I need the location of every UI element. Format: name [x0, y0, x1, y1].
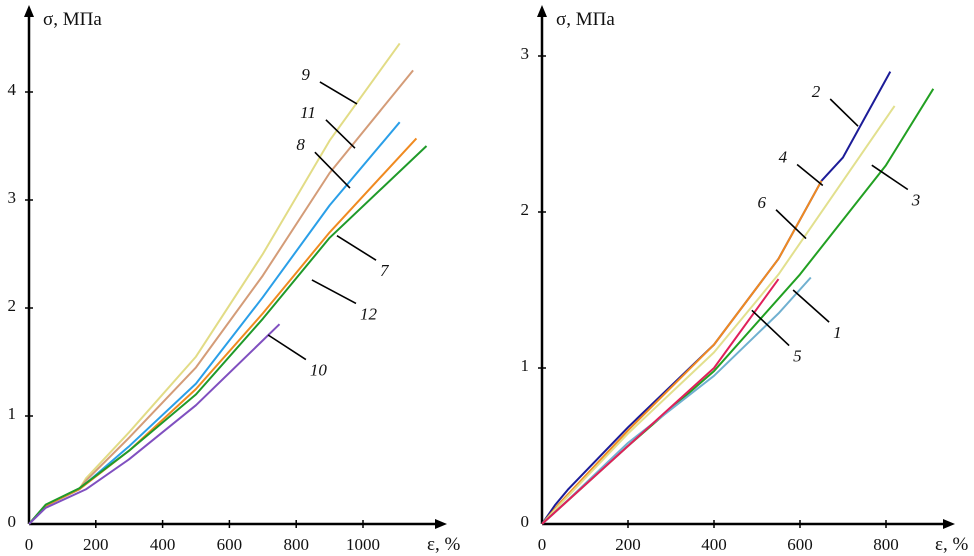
- panel-1-leader-line-9: [319, 81, 358, 105]
- panel-1-y-tick-label: 1: [8, 404, 17, 423]
- panel-1-series-label-12: 12: [360, 304, 378, 323]
- panel-2-series-line-2: [541, 71, 892, 525]
- panel-2-series-label-6: 6: [758, 193, 767, 212]
- panel-2-y-tick-label: 2: [521, 200, 530, 219]
- panel-2-leader-line-2: [829, 98, 859, 127]
- panel-1-series-label-7: 7: [380, 261, 390, 280]
- panel-2-y-tick-label: 1: [521, 356, 530, 375]
- panel-1-series-label-10: 10: [310, 361, 328, 380]
- panel-1-x-tick-label: 600: [217, 535, 243, 554]
- panel-2-series-label-1: 1: [833, 323, 842, 342]
- panel-1-x-axis-arrow: [435, 519, 447, 529]
- panel-2-x-tick-label: 800: [873, 535, 899, 554]
- panel-1-x-tick-label: 800: [283, 535, 309, 554]
- panel-2-y-tick-label: 0: [521, 512, 530, 531]
- panel-2-leader-line-1: [792, 289, 830, 323]
- panel-1-y-tick-label: 4: [8, 80, 17, 99]
- panel-1-series-line-9: [28, 42, 401, 525]
- panel-1-series-label-8: 8: [296, 135, 305, 154]
- panel-2-series-line-6: [541, 105, 896, 525]
- panel-1-y-axis-arrow: [24, 5, 34, 17]
- panel-1-y-axis-label: σ, МПа: [43, 9, 102, 30]
- panel-2-series-label-4: 4: [779, 148, 788, 167]
- panel-1-leader-line-12: [311, 279, 357, 305]
- panel-2-x-tick-label: 200: [615, 535, 641, 554]
- panel-1-x-tick-label: 1000: [346, 535, 380, 554]
- panel-1-leader-line-8: [314, 151, 351, 189]
- panel-2-series-label-2: 2: [812, 82, 821, 101]
- panel-2-leader-line-5: [751, 309, 790, 347]
- panel-1-x-axis-label: ε, %: [427, 534, 460, 555]
- panel-1-series-line-11: [28, 69, 414, 525]
- panel-1-leader-line-11: [325, 119, 356, 149]
- panel-2-y-tick-label: 3: [521, 44, 530, 63]
- panel-1-y-tick-label: 2: [8, 296, 17, 315]
- panel-2-y-axis-label: σ, МПа: [556, 9, 615, 30]
- panel-1-leader-line-7: [336, 234, 377, 261]
- panel-1-series-label-9: 9: [301, 65, 310, 84]
- panel-2-leader-line-3: [871, 164, 909, 191]
- panel-1-leader-line-10: [267, 334, 307, 361]
- panel-2-x-axis-arrow: [943, 519, 955, 529]
- panel-2-series-label-5: 5: [793, 347, 802, 366]
- panel-1-x-tick-label: 200: [83, 535, 109, 554]
- panel-1-x-tick-label: 400: [150, 535, 176, 554]
- panel-1-y-tick-label: 3: [8, 188, 17, 207]
- panel-2-x-axis-label: ε, %: [935, 534, 968, 555]
- panel-1-series-line-10: [28, 323, 281, 525]
- panel-1-series-line-12: [28, 145, 428, 525]
- panel-2-series-line-5: [541, 278, 780, 525]
- panel-2-leader-line-4: [796, 163, 824, 187]
- panel-2-leader-line-6: [775, 209, 807, 240]
- panel-1-y-tick-label: 0: [8, 512, 17, 531]
- panel-2-x-tick-label: 600: [787, 535, 813, 554]
- panel-2-x-tick-label: 0: [538, 535, 547, 554]
- panel-1-x-tick-label: 0: [25, 535, 34, 554]
- panel-1-series-label-11: 11: [300, 103, 316, 122]
- panel-2-series-label-3: 3: [911, 191, 921, 210]
- panel-2-y-axis-arrow: [537, 5, 547, 17]
- panel-2-x-tick-label: 400: [701, 535, 727, 554]
